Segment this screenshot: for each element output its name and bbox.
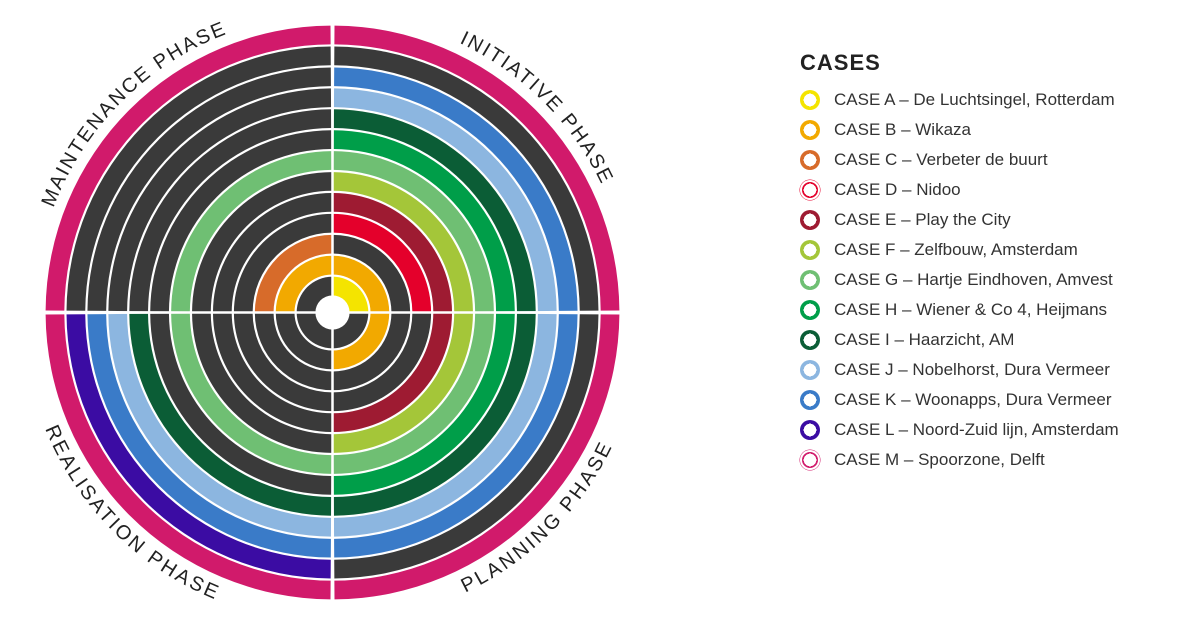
legend-dot-C xyxy=(800,150,820,170)
legend: CASES CASE A – De Luchtsingel, Rotterdam… xyxy=(800,50,1180,480)
legend-dot-L xyxy=(800,420,820,440)
radial-chart: INITIATIVE PHASEPLANNING PHASEREALISATIO… xyxy=(30,10,635,615)
legend-row-I: CASE I – Haarzicht, AM xyxy=(800,330,1180,350)
legend-label-D: CASE D – Nidoo xyxy=(834,180,961,200)
legend-dot-J xyxy=(800,360,820,380)
legend-row-C: CASE C – Verbeter de buurt xyxy=(800,150,1180,170)
legend-dot-H xyxy=(800,300,820,320)
legend-row-B: CASE B – Wikaza xyxy=(800,120,1180,140)
legend-label-C: CASE C – Verbeter de buurt xyxy=(834,150,1048,170)
legend-label-B: CASE B – Wikaza xyxy=(834,120,971,140)
legend-label-H: CASE H – Wiener & Co 4, Heijmans xyxy=(834,300,1107,320)
legend-dot-M xyxy=(800,450,820,470)
legend-row-D: CASE D – Nidoo xyxy=(800,180,1180,200)
legend-dot-B xyxy=(800,120,820,140)
legend-dot-D xyxy=(800,180,820,200)
legend-row-A: CASE A – De Luchtsingel, Rotterdam xyxy=(800,90,1180,110)
legend-label-J: CASE J – Nobelhorst, Dura Vermeer xyxy=(834,360,1110,380)
legend-row-G: CASE G – Hartje Eindhoven, Amvest xyxy=(800,270,1180,290)
legend-label-F: CASE F – Zelfbouw, Amsterdam xyxy=(834,240,1078,260)
legend-label-L: CASE L – Noord-Zuid lijn, Amsterdam xyxy=(834,420,1119,440)
legend-row-J: CASE J – Nobelhorst, Dura Vermeer xyxy=(800,360,1180,380)
legend-dot-A xyxy=(800,90,820,110)
legend-label-K: CASE K – Woonapps, Dura Vermeer xyxy=(834,390,1112,410)
legend-row-M: CASE M – Spoorzone, Delft xyxy=(800,450,1180,470)
legend-label-E: CASE E – Play the City xyxy=(834,210,1011,230)
legend-row-K: CASE K – Woonapps, Dura Vermeer xyxy=(800,390,1180,410)
legend-label-I: CASE I – Haarzicht, AM xyxy=(834,330,1014,350)
legend-row-L: CASE L – Noord-Zuid lijn, Amsterdam xyxy=(800,420,1180,440)
legend-label-A: CASE A – De Luchtsingel, Rotterdam xyxy=(834,90,1115,110)
legend-label-G: CASE G – Hartje Eindhoven, Amvest xyxy=(834,270,1113,290)
legend-title: CASES xyxy=(800,50,1180,76)
legend-dot-G xyxy=(800,270,820,290)
legend-row-F: CASE F – Zelfbouw, Amsterdam xyxy=(800,240,1180,260)
legend-dot-K xyxy=(800,390,820,410)
legend-dot-I xyxy=(800,330,820,350)
legend-dot-E xyxy=(800,210,820,230)
legend-dot-F xyxy=(800,240,820,260)
legend-row-E: CASE E – Play the City xyxy=(800,210,1180,230)
legend-label-M: CASE M – Spoorzone, Delft xyxy=(834,450,1045,470)
center-hole xyxy=(317,297,349,329)
legend-row-H: CASE H – Wiener & Co 4, Heijmans xyxy=(800,300,1180,320)
